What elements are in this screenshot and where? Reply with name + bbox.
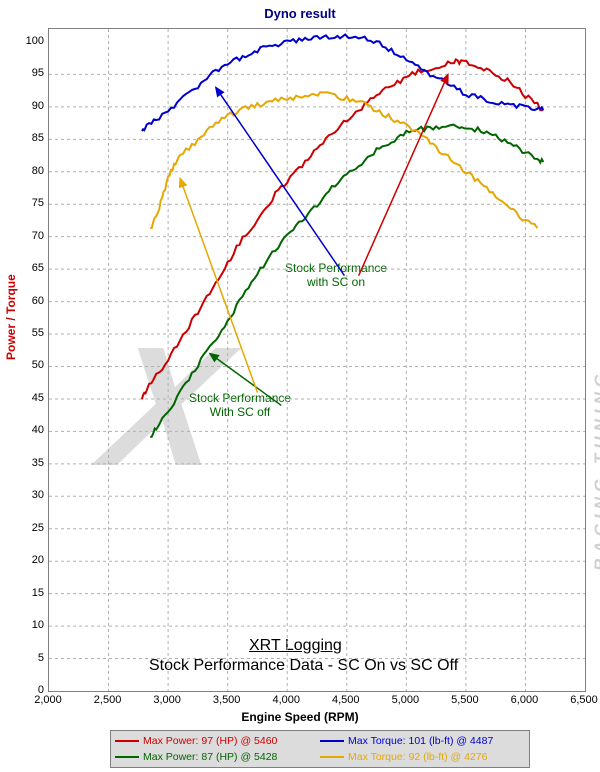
y-tick-label: 85 bbox=[24, 132, 44, 144]
y-tick-label: 100 bbox=[24, 35, 44, 47]
y-tick-label: 50 bbox=[24, 359, 44, 371]
y-tick-label: 5 bbox=[24, 652, 44, 664]
legend-item: Max Power: 87 (HP) @ 5428 bbox=[115, 749, 320, 765]
y-axis-label: Power / Torque bbox=[4, 274, 18, 360]
x-tick-label: 6,000 bbox=[511, 694, 539, 706]
legend-swatch bbox=[115, 756, 139, 758]
y-tick-label: 0 bbox=[24, 684, 44, 696]
chart-title: Dyno result bbox=[0, 6, 600, 21]
y-tick-label: 20 bbox=[24, 554, 44, 566]
legend: Max Power: 97 (HP) @ 5460 Max Torque: 101… bbox=[110, 730, 530, 768]
legend-item: Max Torque: 101 (lb-ft) @ 4487 bbox=[320, 733, 525, 749]
y-tick-label: 30 bbox=[24, 489, 44, 501]
y-tick-label: 65 bbox=[24, 262, 44, 274]
legend-label: Max Power: 87 (HP) @ 5428 bbox=[143, 751, 277, 763]
y-tick-label: 75 bbox=[24, 197, 44, 209]
x-axis-label: Engine Speed (RPM) bbox=[0, 710, 600, 724]
legend-swatch bbox=[320, 756, 344, 758]
x-tick-label: 5,000 bbox=[392, 694, 420, 706]
y-tick-label: 10 bbox=[24, 619, 44, 631]
x-tick-label: 2,500 bbox=[94, 694, 122, 706]
y-tick-label: 45 bbox=[24, 392, 44, 404]
legend-swatch bbox=[115, 740, 139, 742]
x-tick-label: 5,500 bbox=[451, 694, 479, 706]
legend-label: Max Torque: 92 (lb-ft) @ 4276 bbox=[348, 751, 487, 763]
legend-item: Max Torque: 92 (lb-ft) @ 4276 bbox=[320, 749, 525, 765]
legend-item: Max Power: 97 (HP) @ 5460 bbox=[115, 733, 320, 749]
x-tick-label: 4,000 bbox=[272, 694, 300, 706]
y-tick-label: 60 bbox=[24, 295, 44, 307]
legend-label: Max Torque: 101 (lb-ft) @ 4487 bbox=[348, 735, 493, 747]
watermark-text: RACING TUNING bbox=[591, 369, 600, 571]
x-tick-label: 6,500 bbox=[570, 694, 598, 706]
y-tick-label: 55 bbox=[24, 327, 44, 339]
y-tick-label: 25 bbox=[24, 522, 44, 534]
y-tick-label: 95 bbox=[24, 67, 44, 79]
y-tick-label: 80 bbox=[24, 165, 44, 177]
y-tick-label: 40 bbox=[24, 424, 44, 436]
x-tick-label: 4,500 bbox=[332, 694, 360, 706]
legend-swatch bbox=[320, 740, 344, 742]
y-tick-label: 15 bbox=[24, 587, 44, 599]
y-tick-label: 70 bbox=[24, 230, 44, 242]
y-tick-label: 90 bbox=[24, 100, 44, 112]
chart-svg bbox=[49, 29, 585, 691]
x-tick-label: 3,000 bbox=[153, 694, 181, 706]
legend-label: Max Power: 97 (HP) @ 5460 bbox=[143, 735, 277, 747]
plot-area: X RACING TUNING Stock Performance with S… bbox=[48, 28, 586, 692]
y-tick-label: 35 bbox=[24, 457, 44, 469]
dyno-chart-container: Dyno result Power / Torque X RACING TUNI… bbox=[0, 0, 600, 772]
x-tick-label: 3,500 bbox=[213, 694, 241, 706]
